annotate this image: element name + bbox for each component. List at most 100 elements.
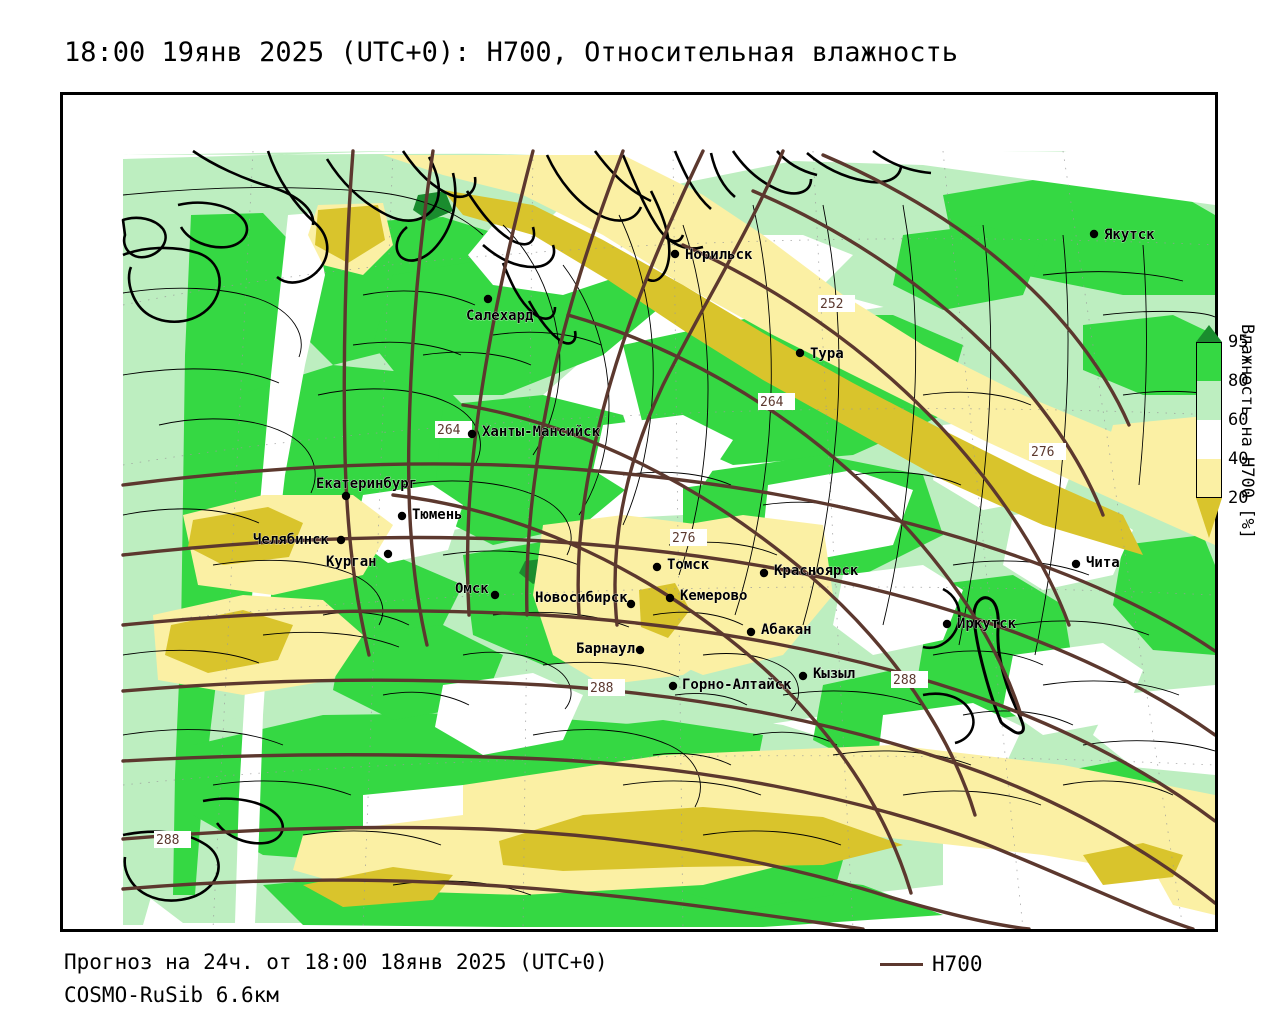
colorbar-segment-20-40	[1196, 459, 1222, 498]
city-dot	[483, 294, 493, 304]
city-label: Норильск	[685, 247, 753, 263]
city-dot	[467, 429, 477, 439]
city-marker[interactable]: Салехард	[466, 294, 534, 324]
contour-label-layer: 252 264 264 276	[154, 295, 1066, 848]
map-canvas[interactable]: 252 264 264 276	[60, 92, 1218, 932]
city-marker[interactable]: Чита	[1071, 555, 1120, 571]
contour-288	[121, 825, 1031, 929]
city-label: Омск	[455, 581, 489, 597]
city-label: Томск	[667, 557, 710, 573]
contour-label-text: 288	[893, 673, 916, 688]
city-dot	[942, 619, 952, 629]
city-dot	[1089, 229, 1099, 239]
city-label: Барнаул	[576, 641, 635, 657]
contour-252	[465, 149, 535, 617]
city-label: Иркутск	[957, 616, 1017, 632]
city-label: Горно-Алтайск	[682, 677, 792, 693]
city-marker[interactable]: Тюмень	[397, 507, 463, 523]
city-label: Курган	[326, 554, 377, 570]
city-marker[interactable]: Томск	[652, 557, 710, 573]
colorbar-segment-60-80	[1196, 381, 1222, 420]
colorbar-under-20-arrow	[1196, 498, 1222, 538]
contour-252-east	[821, 153, 1131, 427]
city-label: Якутск	[1104, 227, 1155, 243]
contour-288	[121, 878, 865, 929]
colorbar: 95 80 60 40 20 Влажность на H700 [%]	[1196, 324, 1280, 624]
band-20-40	[383, 155, 1215, 545]
city-dot	[759, 568, 769, 578]
city-dot	[1071, 559, 1081, 569]
band-20-40	[463, 745, 1215, 885]
lake-baikal	[972, 596, 1025, 735]
page-title: 18:00 19янв 2025 (UTC+0): H700, Относите…	[64, 37, 959, 68]
contour-252-east	[681, 243, 1071, 627]
band-under-20	[165, 610, 293, 673]
band-80-95	[893, 225, 1043, 310]
city-marker[interactable]: Кемерово	[665, 588, 748, 604]
contour-label: 288	[154, 831, 191, 848]
city-marker[interactable]: Новосибирск	[535, 590, 636, 609]
band-80-95	[1113, 535, 1215, 655]
band-under-20	[1083, 843, 1183, 885]
contour-252-east	[566, 313, 1023, 717]
band-under-20	[303, 867, 453, 907]
city-marker[interactable]: Кызыл	[798, 666, 855, 682]
band-80-95	[1083, 315, 1215, 395]
colorbar-tick-40: 40	[1228, 449, 1249, 469]
contour-label-text: 264	[437, 423, 461, 438]
city-dot	[795, 348, 805, 358]
city-dot	[626, 599, 636, 609]
city-marker[interactable]: Барнаул	[576, 641, 645, 657]
humidity-shading-layer	[123, 151, 1215, 929]
band-40-60	[435, 673, 583, 755]
city-marker[interactable]: Челябинск	[253, 532, 346, 548]
city-label: Кемерово	[680, 588, 747, 604]
contour-288	[121, 753, 1195, 929]
contour-label: 264	[758, 393, 795, 410]
city-marker[interactable]: Абакан	[746, 622, 812, 638]
city-marker[interactable]: Тура	[795, 346, 844, 362]
contour-264	[121, 535, 1215, 737]
city-label: Челябинск	[253, 532, 329, 548]
contour-252	[342, 149, 371, 657]
contour-label: 276	[670, 529, 707, 546]
city-dot	[397, 511, 407, 521]
contour-label-text: 288	[156, 833, 179, 848]
city-dot	[798, 671, 808, 681]
colorbar-segment-80-95	[1196, 342, 1222, 381]
contour-252	[525, 149, 625, 617]
city-marker[interactable]: Екатеринбург	[316, 476, 417, 501]
h700-legend-label: H700	[932, 952, 983, 976]
city-layer: Якутск Норильск Тура Салехард Ханты-Мансийск…	[253, 227, 1156, 694]
contour-label: 252	[818, 295, 855, 312]
city-label: Новосибирск	[535, 590, 628, 606]
city-marker[interactable]: Курган	[326, 549, 393, 570]
band-20-40	[623, 515, 833, 675]
city-marker[interactable]: Омск	[455, 581, 500, 600]
city-label: Красноярск	[774, 563, 859, 579]
city-marker[interactable]: Красноярск	[759, 563, 859, 579]
colorbar-tick-95: 95	[1228, 332, 1249, 352]
city-marker[interactable]: Норильск	[670, 247, 753, 263]
band-80-95	[373, 255, 663, 395]
band-under-20	[188, 507, 303, 565]
band-20-40	[1103, 415, 1215, 515]
city-dot	[635, 645, 645, 655]
contour-276	[121, 678, 1215, 905]
contour-label: 288	[588, 679, 625, 696]
city-marker[interactable]: Ханты-Мансийск	[467, 424, 601, 440]
h700-contour-layer	[121, 149, 1215, 929]
h700-legend-swatch	[880, 962, 923, 966]
city-dot	[341, 491, 351, 501]
city-marker[interactable]: Горно-Алтайск	[668, 677, 792, 693]
band-40-60	[123, 151, 1215, 205]
contour-264	[121, 462, 1215, 653]
forecast-info: Прогноз на 24ч. от 18:00 18янв 2025 (UTC…	[64, 950, 608, 974]
city-marker[interactable]: Иркутск	[942, 616, 1017, 632]
city-dot	[746, 627, 756, 637]
contour-label-text: 276	[1031, 445, 1054, 460]
city-dot	[490, 590, 500, 600]
band-under-20	[443, 190, 1143, 555]
city-marker[interactable]: Якутск	[1089, 227, 1155, 243]
